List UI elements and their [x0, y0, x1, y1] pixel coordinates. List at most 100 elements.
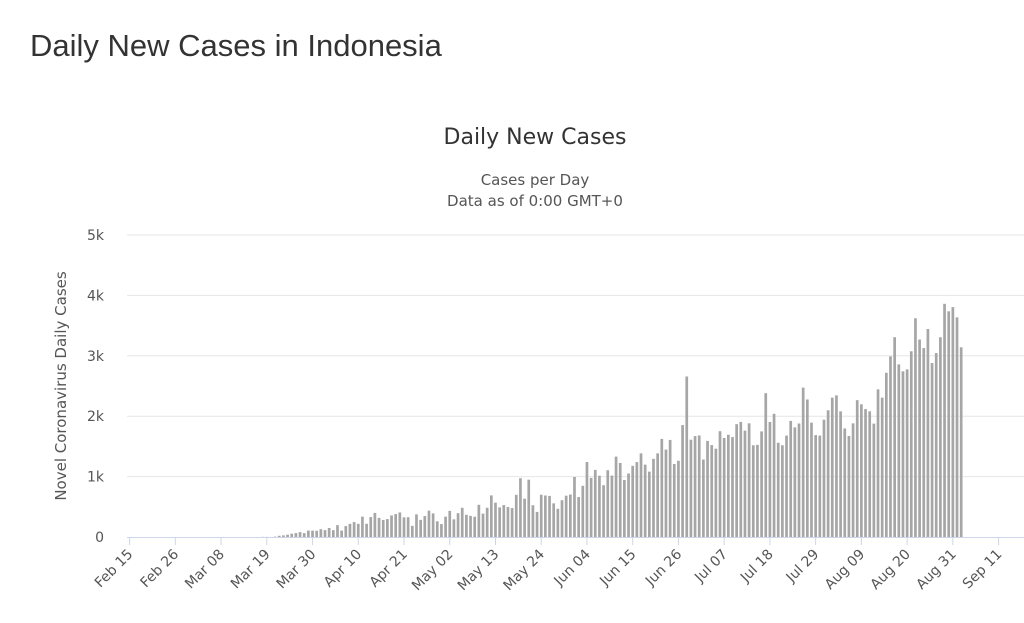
bar	[348, 523, 352, 537]
x-tick-label: Aug 31	[913, 547, 959, 593]
bar	[652, 458, 655, 537]
bar	[947, 311, 951, 537]
bar	[706, 440, 709, 537]
bar	[884, 372, 888, 537]
x-tick-label: Apr 10	[321, 547, 365, 591]
bar	[631, 465, 635, 537]
bar	[277, 535, 281, 537]
bar	[776, 442, 780, 537]
y-axis-label: Novel Coronavirus Daily Cases	[52, 271, 70, 501]
bar	[939, 337, 942, 537]
bar	[502, 505, 506, 537]
bar	[423, 516, 427, 537]
bar	[897, 364, 901, 537]
bar	[764, 393, 768, 537]
bar	[377, 517, 381, 537]
bar	[918, 339, 921, 537]
bar	[772, 413, 776, 537]
bar	[926, 328, 930, 537]
bar	[876, 389, 880, 537]
bar	[394, 514, 398, 537]
bar	[336, 525, 339, 537]
bar	[419, 519, 422, 537]
bar	[427, 510, 431, 537]
bar	[639, 453, 643, 537]
x-tick-label: Mar 08	[182, 547, 228, 593]
bar	[843, 428, 847, 537]
bar	[548, 495, 551, 537]
bar	[560, 500, 564, 537]
bar	[381, 519, 385, 537]
bar	[735, 424, 738, 537]
bar	[315, 530, 319, 537]
bar	[539, 494, 543, 537]
x-tick-label: Aug 09	[822, 547, 868, 593]
bar	[660, 438, 664, 537]
bar	[469, 515, 472, 537]
bar	[514, 494, 518, 537]
bar	[398, 512, 402, 537]
bar	[460, 507, 464, 537]
y-tick-label: 1k	[87, 470, 105, 486]
bar	[747, 423, 751, 537]
x-tick-label: May 13	[455, 547, 503, 595]
bar	[319, 529, 323, 537]
bar	[714, 448, 718, 537]
bar	[373, 512, 377, 537]
bar	[593, 469, 597, 537]
bar	[693, 436, 697, 537]
bar	[689, 439, 693, 537]
x-tick-label: Mar 30	[274, 547, 320, 593]
bar	[286, 534, 289, 537]
bar	[444, 516, 447, 537]
bar	[860, 404, 863, 537]
bar	[344, 526, 348, 537]
bar	[564, 495, 568, 537]
bar	[448, 510, 452, 537]
bar	[793, 427, 797, 537]
bar	[323, 530, 327, 537]
x-tick-label: Jul 07	[691, 547, 731, 587]
bar	[331, 530, 335, 537]
bar	[739, 421, 743, 537]
bar	[473, 516, 477, 537]
bar	[905, 369, 909, 537]
bar	[710, 445, 714, 537]
bar	[835, 395, 838, 537]
bar	[697, 435, 701, 537]
bar	[552, 503, 556, 537]
bar	[527, 479, 531, 537]
bar	[585, 462, 589, 537]
bar	[718, 431, 722, 537]
bar	[390, 515, 393, 537]
bar	[369, 517, 373, 537]
x-tick-label: Mar 19	[228, 547, 274, 593]
bar	[298, 532, 302, 537]
bar	[361, 516, 364, 537]
bar	[410, 525, 414, 537]
bar	[839, 411, 842, 537]
bar	[901, 371, 905, 537]
bar	[489, 495, 493, 537]
bar	[914, 318, 917, 537]
bar	[598, 475, 601, 537]
y-tick-label: 4k	[87, 288, 105, 304]
bar	[943, 303, 946, 537]
bar	[327, 528, 331, 537]
x-tick-label: Jun 04	[551, 546, 594, 589]
bar	[577, 497, 580, 537]
bar	[889, 356, 892, 537]
bar	[627, 473, 630, 537]
x-tick-label: May 24	[500, 546, 548, 594]
bar	[668, 439, 672, 537]
bar	[959, 347, 963, 537]
bar	[386, 519, 389, 537]
bar	[814, 435, 817, 537]
bar	[618, 462, 622, 537]
bar	[523, 498, 526, 537]
bar	[431, 513, 435, 537]
bar	[818, 435, 822, 537]
bar	[647, 471, 651, 537]
bar	[643, 464, 647, 537]
